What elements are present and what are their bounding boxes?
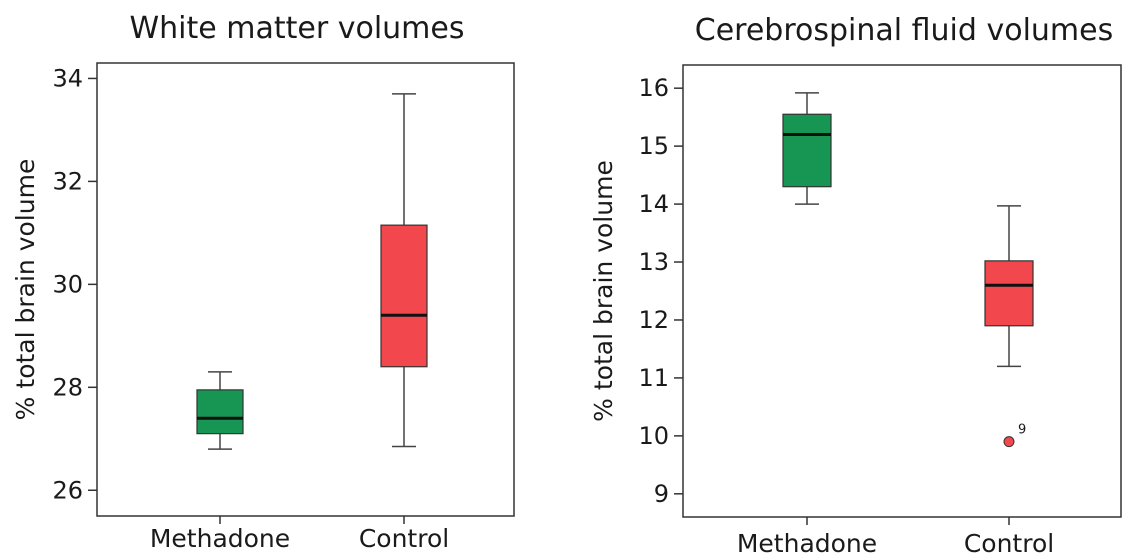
box-methadone [197, 390, 243, 434]
outlier-point-control [1004, 437, 1014, 447]
box-control [985, 261, 1033, 326]
y-tick-label: 30 [52, 270, 83, 298]
y-tick-label: 15 [638, 132, 669, 160]
outlier-label: 9 [1018, 423, 1026, 438]
chart-title: White matter volumes [130, 11, 465, 46]
csf-chart: Cerebrospinal fluid volumes % total brain… [566, 0, 1133, 559]
x-tick-label-methadone: Methadone [737, 529, 877, 558]
y-tick-label: 32 [52, 167, 83, 195]
x-tick-label-control: Control [964, 529, 1054, 558]
y-tick-label: 13 [638, 248, 669, 276]
y-tick-label: 28 [52, 373, 83, 401]
y-axis-label: % total brain volume [589, 160, 618, 422]
x-tick-label-methadone: Methadone [150, 524, 290, 553]
box-methadone [783, 114, 831, 186]
y-tick-label: 12 [638, 306, 669, 334]
y-tick-label: 26 [52, 476, 83, 504]
y-tick-label: 10 [638, 422, 669, 450]
chart-title: Cerebrospinal fluid volumes [695, 13, 1113, 48]
plot-frame [683, 65, 1121, 517]
y-tick-label: 11 [638, 364, 669, 392]
box-control [381, 225, 427, 367]
y-tick-label: 16 [638, 74, 669, 102]
white-matter-chart: White matter volumes % total brain volume… [0, 0, 566, 559]
y-tick-label: 9 [654, 480, 669, 508]
y-axis-label: % total brain volume [11, 159, 40, 421]
y-tick-label: 14 [638, 190, 669, 218]
x-tick-label-control: Control [359, 524, 449, 553]
plot-frame [97, 63, 514, 516]
y-tick-label: 34 [52, 64, 83, 92]
